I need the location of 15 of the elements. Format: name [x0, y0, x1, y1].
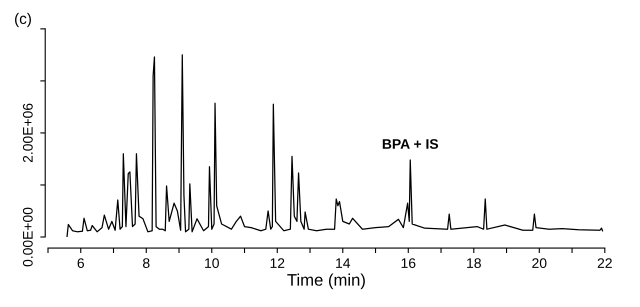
x-tick-label: 20 — [532, 258, 546, 268]
x-tick-label: 16 — [402, 258, 416, 268]
x-tick-label: 8 — [143, 258, 150, 268]
line-series — [66, 54, 604, 238]
annotation: BPA + IS — [382, 139, 438, 149]
y-tick-label: 0.00E+00 — [22, 208, 33, 266]
chart-title: (c) — [15, 12, 31, 28]
x-tick-label: 10 — [205, 258, 219, 268]
x-axis-title: Time (min) — [287, 274, 365, 290]
y-tick-label: 2.00E+06 — [22, 104, 33, 162]
x-tick-label: 6 — [78, 258, 84, 268]
x-tick-label: 12 — [270, 258, 284, 268]
x-tick-label: 14 — [336, 258, 350, 268]
x-tick-label: 18 — [467, 258, 481, 268]
x-tick-label: 22 — [598, 258, 612, 268]
